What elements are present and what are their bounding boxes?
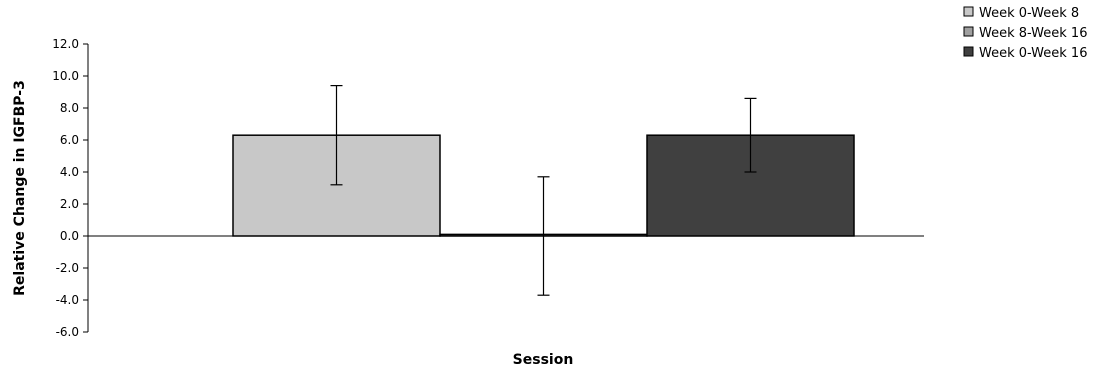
y-tick-label: 4.0 (60, 165, 79, 179)
x-axis-title: Session (513, 352, 574, 368)
y-axis: -6.0 -4.0 -2.0 0.0 2.0 4.0 6.0 8.0 10.0 12.0 (52, 37, 89, 339)
legend-swatch (963, 46, 974, 57)
y-tick-label: 10.0 (52, 69, 79, 83)
y-tick-label: 0.0 (60, 229, 79, 243)
y-tick-label: -6.0 (56, 325, 79, 339)
legend-swatch (963, 6, 974, 17)
legend-swatch (963, 26, 974, 37)
legend-label: Week 0-Week 16 (979, 46, 1087, 61)
y-axis-title: Relative Change in IGFBP-3 (12, 80, 28, 296)
y-tick-label: 6.0 (60, 133, 79, 147)
y-tick-label: -2.0 (56, 261, 79, 275)
y-tick-label: 8.0 (60, 101, 79, 115)
legend-label: Week 0-Week 8 (979, 6, 1079, 21)
y-tick-label: 2.0 (60, 197, 79, 211)
y-tick-label: 12.0 (52, 37, 79, 51)
y-tick-label: -4.0 (56, 293, 79, 307)
legend-label: Week 8-Week 16 (979, 26, 1087, 41)
legend: Week 0-Week 8 Week 8-Week 16 Week 0-Week 1… (963, 6, 1087, 61)
